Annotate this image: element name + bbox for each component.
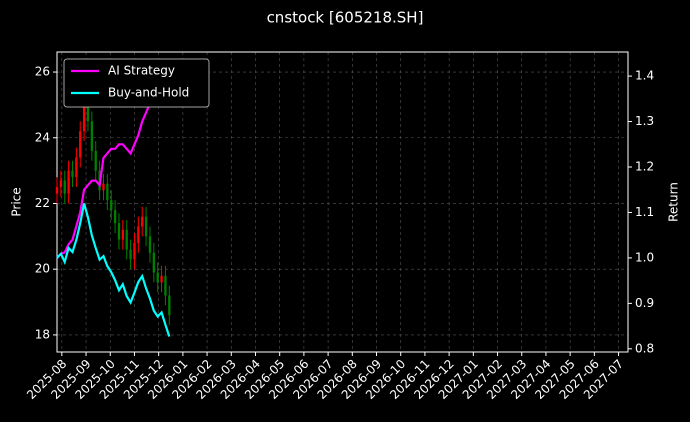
candle-body [86, 98, 90, 122]
y2-tick-label: 1.3 [635, 114, 654, 128]
y2-tick-label: 1.1 [635, 205, 654, 219]
candle-body [94, 150, 97, 171]
candle-body [79, 131, 82, 158]
y2-tick-label: 1.2 [635, 160, 654, 174]
candle-body [59, 180, 63, 188]
y2-tick-label: 0.9 [635, 296, 654, 310]
candle-body [141, 216, 144, 227]
candle-body [63, 180, 66, 194]
candle-body [164, 275, 167, 296]
candle-body [117, 223, 121, 240]
y2-tick-label: 1.4 [635, 69, 654, 83]
candle-body [152, 252, 155, 273]
candle-body [106, 183, 109, 201]
candle-body [156, 272, 159, 283]
y-tick-label: 26 [35, 65, 50, 79]
y-tick-label: 20 [35, 262, 50, 276]
legend-label: AI Strategy [108, 64, 175, 78]
line-series [56, 203, 171, 337]
candle-body [137, 226, 140, 243]
candle-body [82, 98, 86, 132]
y2-tick-label: 1.0 [635, 250, 654, 264]
candle-body [110, 200, 113, 211]
candle-body [67, 170, 70, 194]
candle-body [129, 249, 132, 260]
candle-body [90, 121, 94, 151]
candle-body [102, 183, 105, 191]
candle-body [144, 216, 148, 237]
legend-label: Buy-and-Hold [108, 86, 189, 100]
y2-tick-label: 0.8 [635, 341, 654, 355]
candle-body [55, 187, 59, 194]
candle-body [75, 157, 78, 178]
legend-box [63, 58, 210, 108]
candle-body [160, 275, 163, 283]
y-tick-label: 22 [35, 196, 50, 210]
candle-body [148, 236, 152, 253]
candle-body [121, 229, 124, 240]
y2-axis-label: Return [667, 182, 681, 222]
candle-body [125, 229, 128, 250]
candle-body [133, 242, 136, 260]
y-tick-label: 24 [35, 130, 50, 144]
candle-body [71, 170, 74, 178]
candle-body [168, 295, 171, 316]
y-tick-label: 18 [35, 327, 50, 341]
chart-title: cnstock [605218.SH] [267, 9, 424, 27]
y-axis-label: Price [10, 187, 24, 216]
candle-body [113, 210, 117, 224]
